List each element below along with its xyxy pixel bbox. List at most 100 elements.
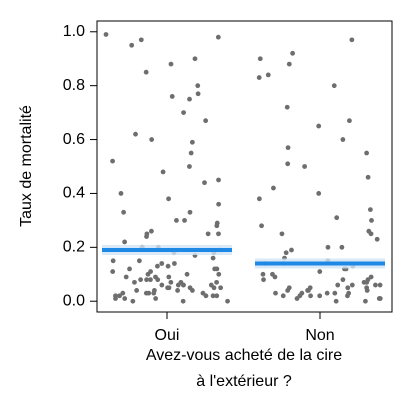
point — [149, 137, 155, 142]
point — [373, 282, 378, 288]
point — [225, 298, 230, 304]
point — [260, 271, 266, 277]
point — [214, 293, 220, 299]
point — [155, 277, 161, 283]
point — [165, 263, 171, 269]
y-axis-label: Taux de mortalité — [18, 105, 35, 227]
point — [144, 234, 149, 239]
point — [189, 139, 195, 145]
point — [110, 269, 116, 274]
point — [187, 96, 192, 102]
point — [187, 209, 193, 215]
point — [340, 137, 346, 142]
point — [181, 110, 186, 116]
point — [113, 296, 118, 301]
point — [166, 274, 172, 280]
point — [331, 83, 337, 89]
point — [168, 279, 174, 285]
point — [283, 250, 289, 256]
point — [180, 298, 186, 304]
point — [180, 282, 186, 288]
point — [203, 293, 209, 299]
point — [286, 61, 292, 67]
point — [332, 290, 338, 296]
point — [273, 290, 278, 296]
y-tick-label: 0.8 — [63, 77, 85, 94]
point — [308, 293, 313, 299]
point — [289, 247, 294, 253]
point — [138, 37, 144, 43]
point — [123, 274, 129, 280]
point — [317, 269, 323, 274]
point — [364, 150, 370, 156]
point — [120, 290, 126, 296]
point — [368, 231, 374, 237]
point — [216, 177, 221, 183]
point — [190, 288, 195, 293]
point — [317, 293, 323, 299]
point — [129, 42, 135, 48]
point — [215, 34, 221, 40]
point — [374, 236, 380, 242]
point — [143, 290, 149, 296]
y-tick-label: 0.6 — [63, 131, 85, 148]
point — [169, 94, 175, 99]
plot-frame — [96, 20, 393, 313]
point — [216, 271, 222, 277]
point — [345, 285, 351, 291]
point — [118, 191, 124, 196]
x-axis-label: Avez-vous acheté de la cire — [146, 347, 342, 364]
point — [280, 293, 286, 299]
y-tick-label: 1.0 — [63, 23, 85, 40]
point — [195, 91, 201, 97]
point — [168, 61, 174, 67]
point — [256, 196, 262, 202]
point — [272, 274, 278, 280]
point — [148, 277, 153, 283]
point — [367, 207, 373, 213]
point — [187, 164, 192, 169]
point — [159, 282, 165, 288]
point — [205, 231, 211, 237]
x-tick-label: Oui — [155, 327, 180, 344]
point — [339, 244, 345, 250]
point — [175, 288, 180, 293]
point — [210, 255, 216, 261]
point — [335, 282, 341, 288]
point — [265, 72, 271, 78]
point — [271, 185, 276, 191]
point — [151, 290, 157, 296]
point — [159, 261, 165, 266]
point — [127, 266, 132, 272]
point — [110, 158, 115, 164]
point — [377, 296, 383, 301]
point — [316, 123, 322, 129]
point — [279, 231, 285, 237]
point — [188, 150, 194, 156]
point — [369, 217, 374, 223]
point — [347, 118, 352, 124]
point — [182, 217, 187, 223]
point — [184, 271, 190, 277]
point — [144, 277, 149, 283]
point — [103, 32, 109, 37]
point — [192, 56, 198, 62]
point — [216, 231, 221, 237]
point — [325, 244, 331, 250]
point — [368, 274, 374, 280]
point — [174, 217, 179, 223]
point — [294, 296, 300, 301]
point — [316, 191, 322, 196]
point — [195, 83, 201, 89]
point — [349, 282, 355, 288]
point — [361, 279, 367, 285]
point — [171, 261, 177, 266]
point — [110, 258, 116, 264]
point — [305, 288, 311, 293]
point — [349, 37, 355, 43]
point — [122, 296, 128, 301]
point — [130, 298, 136, 304]
point — [285, 288, 291, 293]
point — [363, 298, 368, 304]
